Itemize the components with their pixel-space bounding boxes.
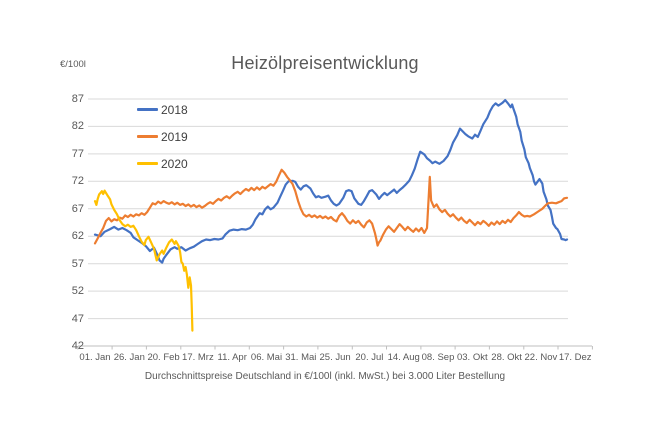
x-tick-label: 01. Jan — [79, 352, 111, 363]
x-tick-label: 25. Jun — [319, 352, 351, 363]
y-tick-label: 57 — [71, 257, 84, 270]
x-tick-label: 26. Jan — [113, 352, 145, 363]
y-tick-label: 67 — [71, 202, 84, 215]
legend-item-2020: 2020 — [137, 156, 188, 171]
legend-label-2020: 2020 — [161, 156, 188, 171]
y-tick-label: 77 — [71, 147, 84, 160]
y-tick-label: 82 — [71, 120, 84, 133]
x-tick-label: 20. Jul — [355, 352, 384, 363]
x-tick-label: 03. Okt — [456, 352, 488, 363]
legend-item-2018: 2018 — [137, 102, 188, 117]
x-tick-label: 11. Apr — [217, 352, 247, 363]
legend-swatch-2020 — [137, 162, 158, 165]
x-tick-label: 28. Okt — [491, 352, 522, 363]
legend-swatch-2019 — [137, 135, 158, 138]
y-tick-label: 87 — [71, 93, 84, 105]
y-tick-label: 42 — [71, 340, 84, 352]
y-axis-unit-label: €/100l — [60, 59, 86, 70]
x-tick-label: 31. Mai — [285, 352, 317, 363]
x-tick-label: 14. Aug — [387, 352, 420, 363]
y-tick-label: 72 — [71, 175, 84, 188]
legend-label-2019: 2019 — [161, 129, 188, 144]
chart-title: Heizölpreisentwicklung — [231, 53, 419, 73]
x-tick-label: 22. Nov — [524, 352, 558, 363]
y-tick-label: 52 — [71, 285, 84, 298]
legend-swatch-2018 — [137, 108, 158, 111]
x-tick-label: 08. Sep — [421, 352, 455, 363]
x-tick-label: 17. Dez — [558, 352, 592, 363]
series-line-2020 — [93, 189, 194, 332]
x-tick-label: 20. Feb — [147, 352, 180, 363]
legend-item-2019: 2019 — [137, 129, 188, 144]
chart-caption: Durchschnittspreise Deutschland in €/100… — [144, 371, 506, 382]
y-tick-label: 62 — [71, 230, 84, 243]
x-tick-label: 06. Mai — [250, 352, 283, 363]
legend-label-2018: 2018 — [161, 102, 188, 117]
series-line-2019 — [93, 168, 569, 247]
y-tick-label: 47 — [71, 312, 84, 325]
series-line-2018 — [93, 98, 569, 264]
x-tick-label: 17. Mrz — [182, 352, 214, 363]
